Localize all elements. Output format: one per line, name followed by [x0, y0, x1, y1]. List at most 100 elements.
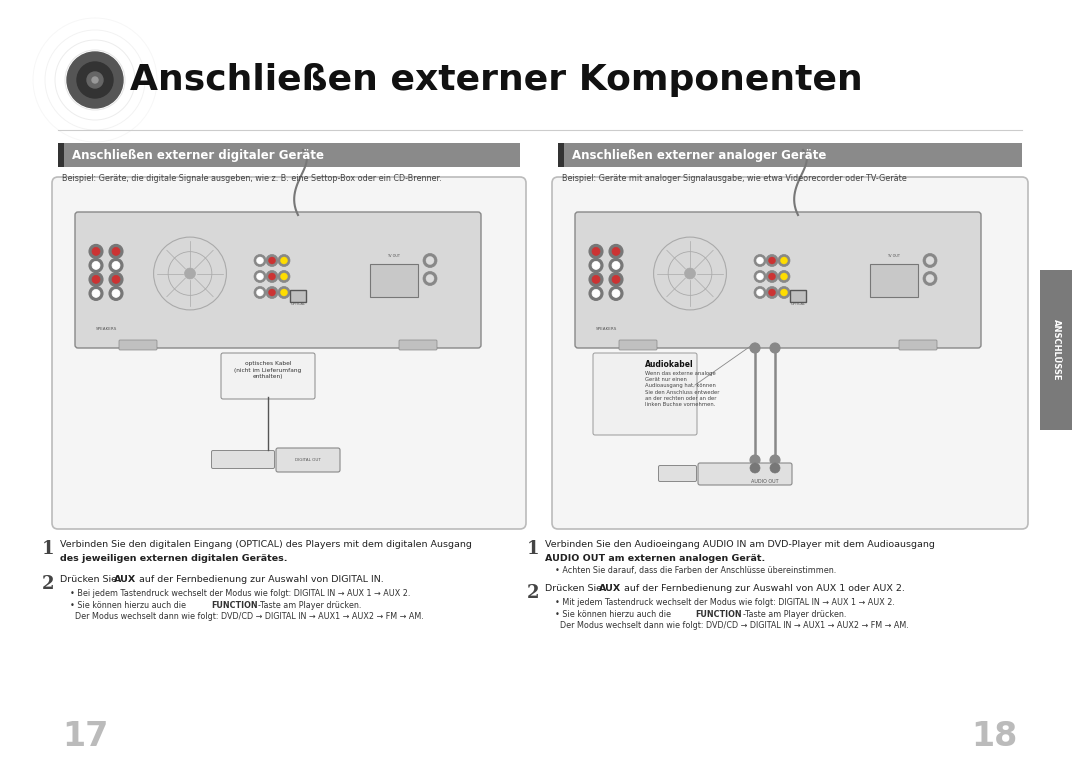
Circle shape	[592, 247, 600, 256]
Circle shape	[67, 52, 123, 108]
Circle shape	[92, 247, 100, 256]
Text: -Taste am Player drücken.: -Taste am Player drücken.	[258, 601, 362, 610]
Circle shape	[766, 286, 778, 298]
Circle shape	[89, 272, 103, 286]
Text: AUX: AUX	[599, 584, 621, 593]
Circle shape	[278, 255, 291, 266]
Circle shape	[778, 271, 789, 282]
Text: • Sie können hierzu auch die: • Sie können hierzu auch die	[555, 610, 674, 619]
Text: FUNCTION: FUNCTION	[696, 610, 742, 619]
Circle shape	[92, 77, 98, 83]
FancyBboxPatch shape	[58, 143, 64, 167]
Text: AUX: AUX	[114, 575, 136, 584]
Circle shape	[109, 272, 123, 286]
Text: OPTICAL: OPTICAL	[791, 301, 806, 306]
Text: AUDIO OUT: AUDIO OUT	[752, 479, 779, 484]
Circle shape	[769, 289, 775, 296]
Circle shape	[254, 255, 266, 266]
Circle shape	[278, 286, 291, 298]
Circle shape	[778, 286, 789, 298]
Text: Verbinden Sie den digitalen Eingang (OPTICAL) des Players mit dem digitalen Ausg: Verbinden Sie den digitalen Eingang (OPT…	[60, 540, 472, 549]
Text: Anschließen externer analoger Geräte: Anschließen externer analoger Geräte	[572, 149, 826, 162]
Circle shape	[754, 286, 766, 298]
Text: 2: 2	[527, 584, 540, 602]
Circle shape	[426, 275, 434, 282]
Circle shape	[426, 256, 434, 265]
Circle shape	[685, 268, 696, 279]
FancyBboxPatch shape	[593, 353, 697, 435]
Circle shape	[612, 247, 620, 256]
Text: FUNCTION: FUNCTION	[211, 601, 258, 610]
Text: auf der Fernbedienung zur Auswahl von DIGITAL IN.: auf der Fernbedienung zur Auswahl von DI…	[136, 575, 383, 584]
Text: TV OUT: TV OUT	[388, 254, 401, 259]
Circle shape	[77, 62, 113, 98]
FancyBboxPatch shape	[558, 143, 1022, 167]
Circle shape	[756, 257, 764, 264]
Text: • Bei jedem Tastendruck wechselt der Modus wie folgt: DIGITAL IN → AUX 1 → AUX 2: • Bei jedem Tastendruck wechselt der Mod…	[70, 589, 410, 598]
FancyBboxPatch shape	[552, 177, 1028, 529]
Circle shape	[185, 268, 195, 279]
FancyBboxPatch shape	[698, 463, 792, 485]
Text: 2: 2	[42, 575, 54, 593]
Text: -Taste am Player drücken.: -Taste am Player drücken.	[743, 610, 847, 619]
Circle shape	[926, 275, 934, 282]
Circle shape	[278, 271, 291, 282]
Circle shape	[750, 463, 760, 473]
Circle shape	[112, 247, 120, 256]
Circle shape	[754, 255, 766, 266]
Circle shape	[589, 286, 603, 301]
Circle shape	[770, 455, 780, 465]
FancyBboxPatch shape	[575, 212, 981, 348]
Circle shape	[257, 289, 264, 296]
Text: 18: 18	[972, 720, 1018, 753]
FancyBboxPatch shape	[558, 143, 564, 167]
Circle shape	[423, 253, 437, 268]
Circle shape	[92, 289, 100, 298]
Circle shape	[781, 257, 787, 264]
Text: Anschließen externer digitaler Geräte: Anschließen externer digitaler Geräte	[72, 149, 324, 162]
Circle shape	[112, 275, 120, 283]
Circle shape	[769, 273, 775, 280]
Circle shape	[609, 259, 623, 272]
Circle shape	[112, 262, 120, 269]
Circle shape	[254, 271, 266, 282]
Text: ANSCHLÜSSE: ANSCHLÜSSE	[1052, 319, 1061, 381]
Circle shape	[281, 257, 287, 264]
Text: Der Modus wechselt dann wie folgt: DVD/CD → DIGITAL IN → AUX1 → AUX2 → FM → AM.: Der Modus wechselt dann wie folgt: DVD/C…	[561, 621, 908, 630]
Text: • Sie können hierzu auch die: • Sie können hierzu auch die	[70, 601, 189, 610]
FancyBboxPatch shape	[899, 340, 937, 350]
Circle shape	[592, 275, 600, 283]
Circle shape	[423, 272, 437, 285]
Text: • Mit jedem Tastendruck wechselt der Modus wie folgt: DIGITAL IN → AUX 1 → AUX 2: • Mit jedem Tastendruck wechselt der Mod…	[555, 598, 895, 607]
Circle shape	[266, 255, 278, 266]
Circle shape	[750, 343, 760, 353]
FancyBboxPatch shape	[221, 353, 315, 399]
Circle shape	[770, 343, 780, 353]
FancyBboxPatch shape	[75, 212, 481, 348]
Circle shape	[266, 286, 278, 298]
Circle shape	[592, 289, 600, 298]
Circle shape	[769, 257, 775, 264]
Text: Der Modus wechselt dann wie folgt: DVD/CD → DIGITAL IN → AUX1 → AUX2 → FM → AM.: Der Modus wechselt dann wie folgt: DVD/C…	[75, 612, 423, 621]
Circle shape	[612, 289, 620, 298]
Text: OPTICAL: OPTICAL	[291, 301, 306, 306]
Text: Wenn das externe analoge
Gerät nur einen
Audioausgang hat, können
Sie den Anschl: Wenn das externe analoge Gerät nur einen…	[645, 371, 719, 407]
Text: 17: 17	[62, 720, 108, 753]
FancyBboxPatch shape	[212, 450, 274, 468]
Text: Beispiel: Geräte, die digitale Signale ausgeben, wie z. B. eine Settop-Box oder : Beispiel: Geräte, die digitale Signale a…	[62, 174, 442, 183]
Circle shape	[87, 72, 103, 88]
Text: auf der Fernbedienung zur Auswahl von AUX 1 oder AUX 2.: auf der Fernbedienung zur Auswahl von AU…	[621, 584, 905, 593]
FancyBboxPatch shape	[659, 465, 697, 481]
Circle shape	[923, 272, 937, 285]
Circle shape	[766, 271, 778, 282]
Text: 1: 1	[42, 540, 54, 558]
Circle shape	[756, 273, 764, 280]
Circle shape	[89, 259, 103, 272]
Circle shape	[766, 255, 778, 266]
FancyBboxPatch shape	[58, 143, 519, 167]
Text: Anschließen externer Komponenten: Anschließen externer Komponenten	[130, 63, 863, 97]
FancyBboxPatch shape	[291, 290, 306, 301]
FancyBboxPatch shape	[399, 340, 437, 350]
Circle shape	[778, 255, 789, 266]
Circle shape	[589, 272, 603, 286]
